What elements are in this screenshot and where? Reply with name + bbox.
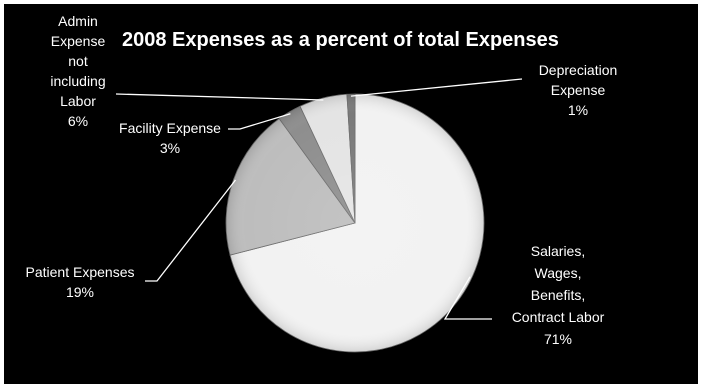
leader-line-1 [443, 276, 492, 320]
slice-label-1: Salaries, Wages, Benefits, Contract Labor 71… [512, 243, 605, 347]
leader-lines [115, 78, 523, 320]
leader-line-3 [228, 113, 291, 130]
slice-label-3: Facility Expense 3% [119, 120, 221, 156]
pie-slices [225, 93, 485, 353]
slice-label-5: Depreciation Expense 1% [539, 62, 618, 118]
chart-title: 2008 Expenses as a percent of total Expe… [122, 29, 559, 51]
slice-label-2: Patient Expenses 19% [26, 264, 135, 300]
slice-labels: Salaries, Wages, Benefits, Contract Labor 71… [26, 13, 618, 347]
leader-line-4 [115, 93, 324, 101]
leader-line-5 [350, 78, 523, 97]
slice-label-4: Admin Expense not including Labor 6% [50, 13, 105, 129]
leader-line-2 [145, 179, 237, 282]
